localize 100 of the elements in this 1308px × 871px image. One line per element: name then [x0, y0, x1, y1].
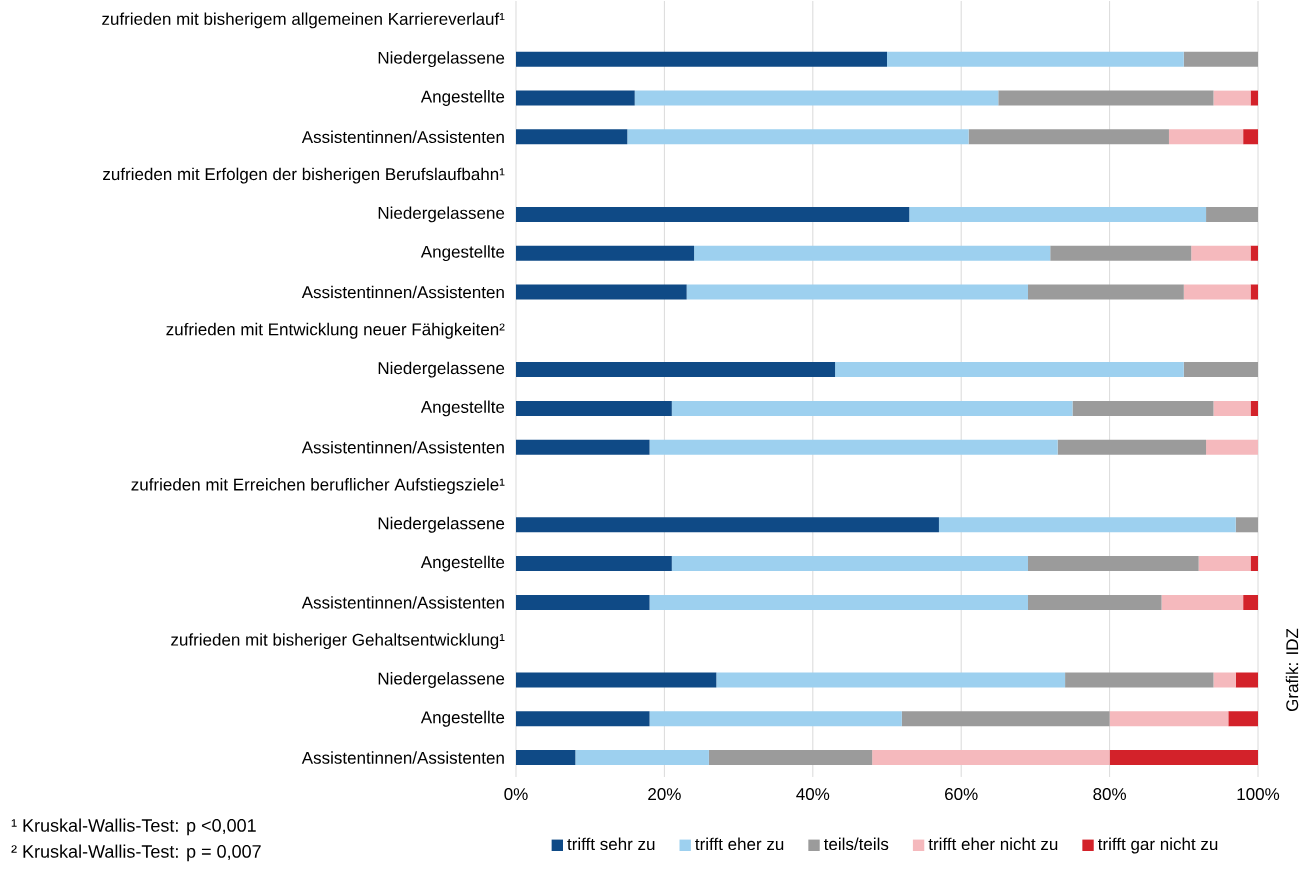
- bar: [634, 90, 999, 106]
- bar: [1183, 51, 1258, 67]
- bar: [1213, 672, 1236, 688]
- bar: [516, 672, 717, 688]
- bar: [1109, 711, 1229, 727]
- bar: [1183, 362, 1258, 378]
- bar: [649, 594, 1028, 610]
- bar: [1250, 90, 1258, 106]
- y-tick-label: zufrieden mit Entwicklung neuer Fähigkeiten²: [166, 322, 505, 339]
- bar: [708, 750, 873, 766]
- bar: [516, 90, 635, 106]
- bar: [1235, 517, 1258, 533]
- bar: [1243, 129, 1258, 145]
- bar: [1183, 284, 1251, 300]
- y-tick-label: Angestellte: [420, 245, 505, 262]
- bar: [968, 129, 1169, 145]
- bar: [909, 206, 1207, 222]
- bar: [1250, 245, 1258, 261]
- text: ¹ Kruskal-Wallis-Test: p <0,001: [11, 818, 256, 836]
- y-tick-label: Niedergelassene: [378, 51, 505, 68]
- legend-label: trifft gar nicht zu: [1097, 837, 1218, 854]
- x-tick-label: 20%: [648, 788, 681, 801]
- y-tick-label: Angestellte: [420, 90, 505, 106]
- y-tick-label: Angestellte: [420, 555, 505, 572]
- bar: [1243, 594, 1258, 610]
- bar: [1027, 594, 1162, 610]
- bar: [1161, 594, 1244, 610]
- x-tick-label: 100%: [1237, 788, 1280, 801]
- bar: [516, 129, 628, 145]
- x-tick-label: 40%: [796, 788, 830, 801]
- y-tick-label: zufrieden mit Erreichen beruflicher Aufstiegsziele¹: [131, 478, 505, 494]
- bar: [649, 439, 1058, 455]
- bar: [516, 517, 939, 533]
- bar: [1057, 439, 1207, 455]
- y-tick-label: Niedergelassene: [378, 516, 505, 533]
- bar: [835, 362, 1184, 378]
- y-tick-label: Assistentinnen/Assistenten: [301, 596, 504, 609]
- y-tick-label: Assistentinnen/Assistenten: [301, 751, 504, 764]
- bar: [998, 90, 1214, 106]
- bar: [516, 51, 887, 67]
- bar: [1198, 556, 1251, 572]
- y-tick-label: Angestellte: [420, 710, 505, 727]
- y-tick-label: Assistentinnen/Assistenten: [301, 130, 504, 144]
- bar: [516, 245, 695, 261]
- bar: [1250, 556, 1258, 572]
- bar: [1250, 400, 1258, 416]
- y-tick-label: zufrieden mit bisherigem allgemeinen Karriereverlauf¹: [102, 12, 505, 29]
- bar: [1213, 400, 1251, 416]
- bar: [516, 206, 910, 222]
- y-tick-label: Assistentinnen/Assistenten: [301, 440, 504, 454]
- legend-label: trifft eher nicht zu: [928, 837, 1058, 851]
- legend-label: teils/teils: [823, 837, 889, 851]
- text: ² Kruskal-Wallis-Test: p = 0,007: [11, 844, 261, 862]
- bar: [694, 245, 1051, 261]
- y-tick-label: Niedergelassene: [378, 672, 505, 688]
- y-tick-label: Niedergelassene: [378, 361, 505, 378]
- text: Grafik: IDZ: [1285, 628, 1299, 712]
- bar: [872, 750, 1110, 766]
- bar: [516, 400, 672, 416]
- bar: [887, 51, 1184, 67]
- y-tick-label: zufrieden mit bisheriger Gehaltsentwicklung¹: [171, 633, 505, 650]
- bar: [516, 439, 650, 455]
- bar: [1228, 711, 1258, 727]
- bar: [1206, 206, 1258, 222]
- legend-label: trifft sehr zu: [567, 837, 655, 851]
- x-tick-label: 80%: [1093, 788, 1127, 801]
- bar: [1235, 672, 1258, 688]
- bar: [938, 517, 1236, 533]
- bar: [516, 556, 672, 572]
- bar: [686, 284, 1028, 300]
- bar: [1027, 284, 1184, 300]
- bar: [1250, 284, 1258, 300]
- bar: [1072, 400, 1214, 416]
- legend-label: trifft eher zu: [695, 837, 784, 851]
- bar: [649, 711, 902, 727]
- bar: [1168, 129, 1244, 145]
- x-tick-label: 0%: [504, 788, 528, 801]
- bar: [901, 711, 1110, 727]
- bar: [516, 362, 836, 378]
- bar: [1109, 750, 1258, 766]
- bar: [1027, 556, 1199, 572]
- bar: [627, 129, 969, 145]
- y-tick-label: Niedergelassene: [378, 206, 505, 223]
- bar: [671, 400, 1073, 416]
- y-tick-label: Assistentinnen/Assistenten: [301, 285, 504, 299]
- bar: [575, 750, 709, 766]
- bar: [516, 711, 650, 727]
- y-tick-label: Angestellte: [420, 400, 505, 417]
- bar: [516, 594, 650, 610]
- bar: [1065, 672, 1214, 688]
- bar: [716, 672, 1066, 688]
- x-tick-label: 60%: [945, 788, 978, 801]
- bar: [1213, 90, 1251, 106]
- y-tick-label: zufrieden mit Erfolgen der bisherigen Berufslaufbahn¹: [103, 167, 505, 184]
- bar: [1206, 439, 1258, 455]
- bar: [516, 750, 576, 766]
- bar: [1050, 245, 1192, 261]
- bar: [1191, 245, 1251, 261]
- bar: [516, 284, 687, 300]
- bar: [671, 556, 1028, 572]
